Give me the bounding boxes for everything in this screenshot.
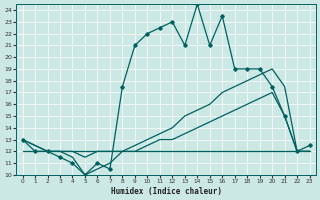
X-axis label: Humidex (Indice chaleur): Humidex (Indice chaleur)	[111, 187, 221, 196]
